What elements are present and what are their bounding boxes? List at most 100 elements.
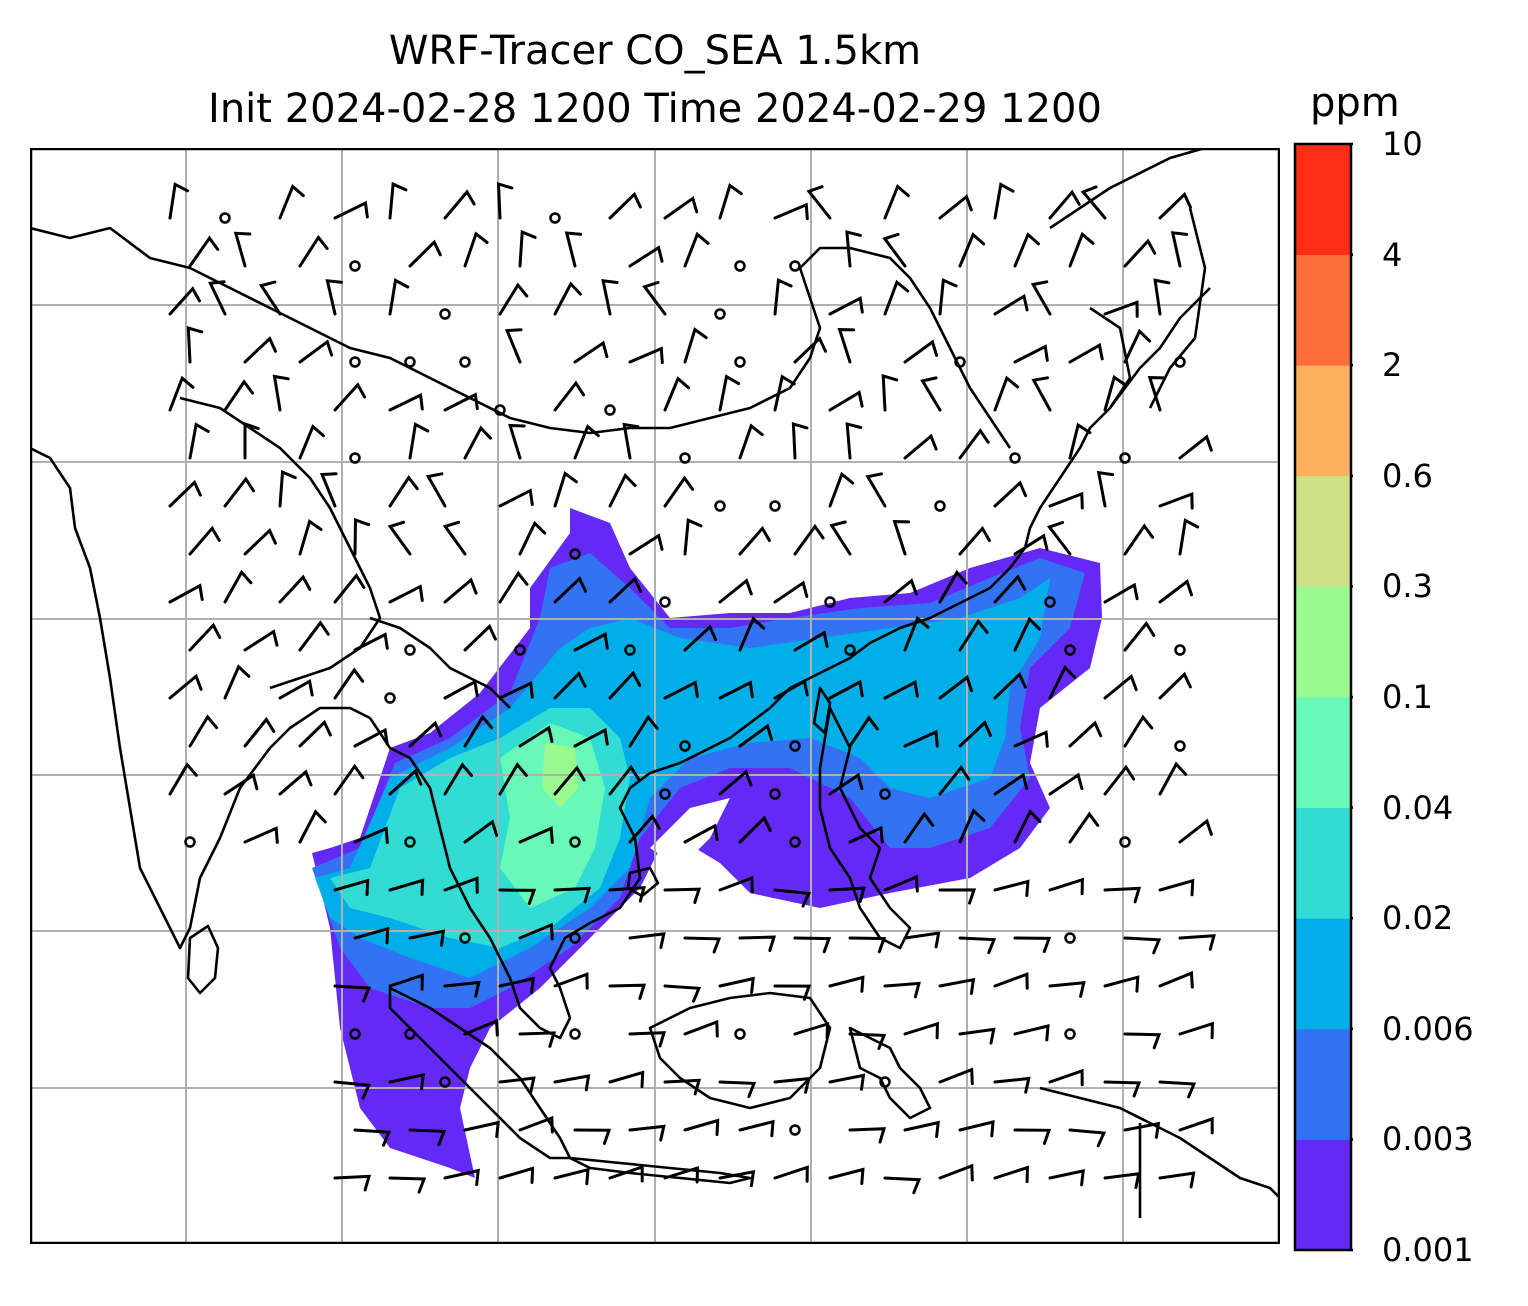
wind-barb	[1170, 231, 1189, 268]
colorbar-band	[1295, 807, 1351, 919]
wind-barb	[1103, 1080, 1142, 1098]
wind-barb	[663, 1078, 702, 1096]
wind-barb	[883, 874, 919, 893]
wind-barb	[883, 1176, 922, 1195]
wind-barb	[1178, 1021, 1214, 1040]
wind-barb	[622, 422, 640, 460]
wind-barb	[993, 671, 1027, 700]
calm-wind-marker	[1064, 932, 1076, 944]
coastlines	[30, 148, 1280, 1218]
wind-barb	[443, 679, 479, 700]
wind-barb	[333, 1174, 372, 1192]
wind-barb	[1123, 238, 1157, 268]
wind-barb	[958, 808, 986, 844]
wind-barb	[1158, 191, 1192, 220]
wind-barb	[168, 182, 189, 220]
wind-barb	[498, 681, 534, 700]
wind-barb	[518, 725, 554, 748]
calm-wind-marker	[1064, 1028, 1076, 1040]
wind-barb	[1178, 934, 1216, 951]
wind-barb	[1048, 491, 1084, 510]
colorbar-tick-label: 0.04	[1382, 788, 1454, 827]
wind-barb	[333, 984, 372, 1003]
wind-barb	[319, 472, 338, 508]
colorbar-tick-label: 0.02	[1382, 899, 1454, 938]
wind-barb	[837, 328, 856, 364]
wind-barb	[388, 768, 423, 796]
wind-barb	[993, 182, 1015, 220]
wind-barb	[442, 520, 467, 556]
wind-barb	[628, 1124, 666, 1142]
wind-barb	[938, 569, 968, 604]
wind-barb	[608, 576, 643, 604]
wind-barb	[683, 1019, 719, 1038]
wind-barb	[443, 876, 479, 894]
wind-barb	[1158, 579, 1193, 604]
wind-barb	[463, 231, 489, 268]
wind-barb	[518, 1115, 554, 1134]
wind-barb	[553, 671, 587, 700]
wind-barb	[1068, 720, 1103, 748]
wind-barb	[1068, 231, 1095, 268]
wind-barb	[553, 1074, 591, 1092]
calm-wind-marker	[349, 1028, 361, 1040]
wind-barb	[793, 630, 829, 652]
wind-barb	[353, 517, 371, 556]
wind-barb	[243, 421, 260, 460]
wind-barb	[1178, 1116, 1214, 1135]
colorbar-band	[1295, 1028, 1351, 1140]
wind-barb	[601, 278, 619, 316]
field-gap-sea	[650, 798, 730, 868]
wind-barb	[828, 1073, 866, 1091]
wind-barb	[993, 879, 1030, 897]
wind-barb	[1013, 936, 1052, 954]
wind-barb	[883, 680, 919, 700]
wind-barb	[1158, 491, 1194, 510]
map-frame	[30, 148, 1280, 1244]
calm-wind-marker	[624, 644, 636, 656]
wind-barb	[828, 679, 864, 700]
wind-barb	[1178, 818, 1213, 844]
wind-barb	[829, 520, 852, 556]
calm-wind-marker	[954, 356, 966, 368]
wind-barb	[1123, 1032, 1162, 1050]
wind-barb	[573, 340, 609, 364]
wind-barb	[278, 469, 297, 508]
wind-barb	[993, 480, 1028, 508]
wind-barb	[298, 518, 323, 556]
wind-barb	[408, 1128, 447, 1146]
wind-barb	[186, 325, 204, 364]
colorbar-band	[1295, 254, 1351, 366]
wind-barb	[958, 232, 986, 268]
wind-barb	[773, 580, 809, 604]
wind-barb	[298, 620, 330, 652]
wind-barb	[325, 279, 343, 316]
wind-barb	[663, 1165, 700, 1184]
wind-barb	[828, 296, 864, 316]
calm-wind-marker	[844, 644, 856, 656]
wind-barb	[504, 328, 523, 364]
wind-barb	[333, 382, 367, 412]
calm-wind-marker	[439, 308, 451, 320]
wind-barb	[1103, 674, 1138, 700]
wind-barb	[1080, 185, 1107, 220]
wind-barb	[463, 425, 492, 460]
wind-barb	[608, 473, 637, 508]
wind-barb	[828, 390, 864, 412]
wind-barb	[628, 533, 664, 556]
wind-barb	[553, 576, 587, 604]
wind-barb	[848, 715, 879, 748]
calm-wind-marker	[404, 644, 416, 656]
calm-wind-marker	[349, 452, 361, 464]
wind-barb	[278, 769, 313, 796]
wind-barb	[1123, 620, 1156, 652]
wind-barb	[1153, 278, 1171, 316]
wind-barb	[773, 888, 812, 908]
calm-wind-marker	[404, 1028, 416, 1040]
wind-barb	[828, 1167, 865, 1185]
wind-barb	[718, 578, 753, 604]
colorbar-tick-label: 0.6	[1382, 456, 1433, 495]
wind-barb	[1158, 671, 1192, 700]
calm-wind-marker	[879, 1076, 891, 1088]
wind-barb	[1103, 374, 1128, 412]
